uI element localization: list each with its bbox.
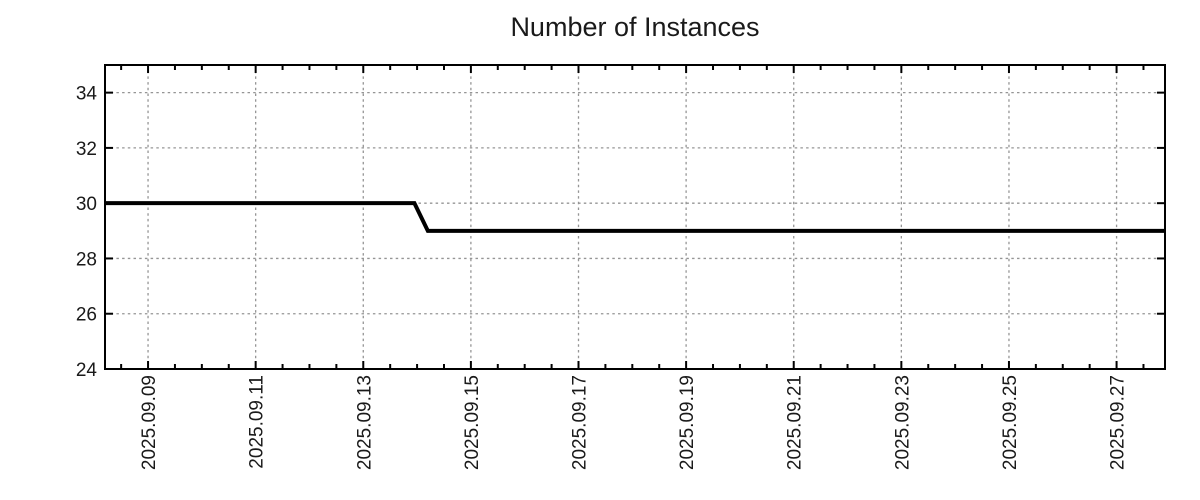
x-tick-label: 2025.09.13 — [354, 375, 375, 470]
y-tick-label: 34 — [76, 84, 98, 105]
x-tick-label: 2025.09.21 — [785, 375, 806, 470]
axis-labels: 24 26 28 30 32 34 2025.09.09 2025.09.11 2025.09.… — [76, 84, 1129, 470]
x-tick-label: 2025.09.15 — [462, 375, 483, 470]
series-line-instances — [105, 201, 1165, 233]
x-tick-label: 2025.09.25 — [1000, 375, 1021, 470]
axis-ticks — [105, 65, 1165, 370]
axes — [104, 64, 1166, 370]
x-tick-label: 2025.09.19 — [677, 375, 698, 470]
y-tick-label: 26 — [76, 305, 97, 326]
x-tick-label: 2025.09.11 — [247, 375, 268, 469]
plot-border — [104, 64, 1166, 370]
gridlines — [105, 65, 1165, 369]
x-tick-label: 2025.09.09 — [139, 375, 160, 470]
x-tick-label: 2025.09.27 — [1108, 375, 1129, 470]
y-tick-label: 30 — [76, 194, 97, 215]
data-series — [105, 201, 1165, 233]
y-tick-label: 32 — [76, 139, 97, 160]
chart-title: Number of Instances — [510, 12, 760, 42]
x-tick-label: 2025.09.23 — [892, 375, 913, 470]
y-tick-label: 24 — [76, 360, 98, 381]
y-tick-label: 28 — [76, 249, 97, 270]
x-tick-label: 2025.09.17 — [570, 375, 591, 470]
